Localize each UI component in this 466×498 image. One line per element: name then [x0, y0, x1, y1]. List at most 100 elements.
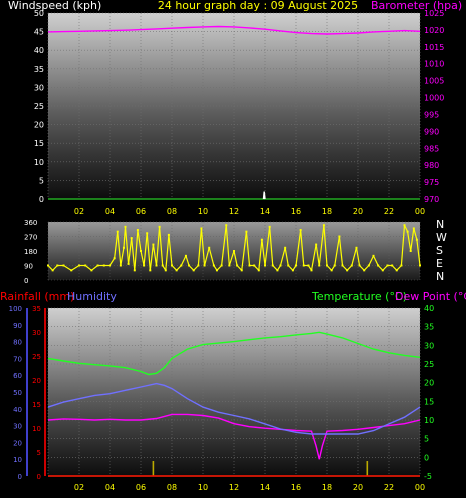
temperature-tick-label: -5: [424, 472, 432, 481]
wind-direction-point: [161, 264, 164, 267]
wind-direction-point: [409, 250, 412, 252]
wind-direction-segment: [146, 233, 151, 271]
rainfall-tick-labels: 0 5 10 15 20 25 30 35: [32, 305, 41, 481]
wind-direction-segment: [355, 247, 361, 266]
wind-direction-segment: [310, 244, 317, 271]
wind-direction-segment: [269, 226, 274, 266]
compass-label: W: [436, 231, 447, 244]
rainfall-axis-title: Rainfall (mm): [0, 290, 74, 303]
wind-direction-point: [415, 238, 418, 241]
x-tick-label: 10: [198, 483, 208, 492]
wind-direction-point: [133, 269, 136, 272]
wind-direction-point: [287, 264, 290, 267]
wind-direction-point: [367, 264, 370, 267]
wind-direction-point: [257, 269, 260, 272]
temperature-tick-label: 25: [424, 360, 434, 369]
barometer-tick-label: 1020: [424, 26, 444, 35]
wind-direction-point: [200, 227, 203, 230]
x-tick-label: 22: [384, 483, 394, 492]
humidity-tick-label: 10: [13, 456, 22, 464]
wind-direction-point: [192, 269, 195, 272]
temperature-tick-label: 0: [424, 453, 429, 462]
wind-direction-point: [268, 225, 271, 228]
humidity-tick-label: 70: [13, 355, 22, 363]
wind-direction-point: [318, 264, 321, 267]
rainfall-tick-label: 15: [32, 401, 41, 409]
wind-direction-point: [158, 225, 161, 228]
wind-direction-segment: [70, 264, 80, 271]
wind-direction-point: [212, 264, 215, 267]
temperature-tick-label: 35: [424, 323, 434, 332]
wind-direction-segment: [149, 244, 154, 271]
wind-direction-segment: [416, 239, 421, 266]
barometer-axis-title: Barometer (hpa): [371, 0, 462, 12]
humidity-tick-label: 50: [13, 389, 22, 397]
temperature-tick-labels: -5 0 5 10 15 20 25 30 35 40: [424, 304, 434, 481]
dewpoint-axis-title: Dew Point (°C): [395, 290, 466, 303]
wind-direction-point: [136, 229, 139, 232]
rainfall-tick-label: 35: [32, 305, 41, 313]
wind-direction-point: [215, 269, 218, 272]
wind-direction-segment: [134, 230, 139, 271]
wind-direction-point: [377, 264, 380, 267]
x-tick-label: 04: [105, 483, 115, 492]
wind-direction-segment: [120, 247, 125, 266]
wind-direction-segment: [245, 231, 251, 266]
wind-direction-point: [167, 233, 170, 236]
wind-direction-segment: [413, 228, 418, 240]
wind-direction-segment: [197, 228, 203, 266]
wind-direction-segment: [300, 230, 305, 266]
windspeed-tick-label: 35: [34, 65, 44, 74]
wind-direction-point: [228, 264, 231, 267]
wind-direction-tick-label: 0: [24, 277, 28, 285]
wind-direction-segment: [264, 226, 271, 266]
wind-direction-point: [302, 264, 305, 267]
wind-direction-segment: [372, 255, 379, 266]
wind-direction-point: [140, 250, 142, 252]
humidity-tick-labels: 0 10 20 30 40 50 60 70 80 90 100: [9, 305, 22, 481]
wind-direction-point: [203, 264, 206, 267]
wind-direction-point: [245, 230, 248, 233]
wind-direction-point: [130, 237, 133, 240]
wind-direction-segment: [128, 238, 133, 264]
wind-direction-point: [122, 246, 125, 249]
wind-barometer-series: [47, 25, 421, 200]
x-tick-label: 12: [229, 483, 239, 492]
wind-direction-point: [152, 243, 155, 246]
wind-direction-segment: [91, 265, 98, 271]
wind-direction-point: [208, 246, 211, 249]
windspeed-tick-label: 15: [34, 139, 44, 148]
windspeed-line: [262, 191, 266, 200]
wind-direction-segment: [131, 238, 136, 271]
barometer-tick-label: 970: [424, 195, 439, 204]
wind-direction-segment: [338, 236, 344, 266]
wind-direction-point: [284, 246, 287, 249]
wind-direction-segment: [117, 231, 122, 266]
wind-direction-segment: [368, 255, 375, 266]
wind-direction-segment: [168, 234, 173, 266]
wind-direction-segment: [200, 228, 206, 266]
wind-direction-point: [188, 264, 191, 267]
humidity-tick-label: 30: [13, 423, 22, 431]
windspeed-tick-label: 5: [39, 176, 44, 185]
rain-humidity-temperature-x-ticks: 02 04 06 08 10 12 14 16 18 20 22 00: [74, 483, 425, 492]
barometer-tick-label: 1015: [424, 43, 444, 52]
windspeed-tick-label: 30: [34, 83, 44, 92]
x-tick-label: 00: [415, 483, 425, 492]
windspeed-tick-label: 45: [34, 28, 44, 37]
barometer-tick-label: 1010: [424, 60, 444, 69]
wind-direction-segment: [334, 236, 340, 266]
temperature-tick-label: 20: [424, 379, 434, 388]
wind-direction-point: [326, 264, 328, 267]
wind-direction-tick-label: 180: [24, 248, 37, 256]
humidity-tick-label: 20: [13, 439, 22, 447]
humidity-tick-label: 90: [13, 322, 22, 330]
wind-direction-tick-label: 360: [24, 219, 37, 227]
wind-direction-segment: [63, 264, 72, 271]
wind-direction-point: [180, 264, 183, 267]
wind-direction-point: [116, 230, 119, 233]
